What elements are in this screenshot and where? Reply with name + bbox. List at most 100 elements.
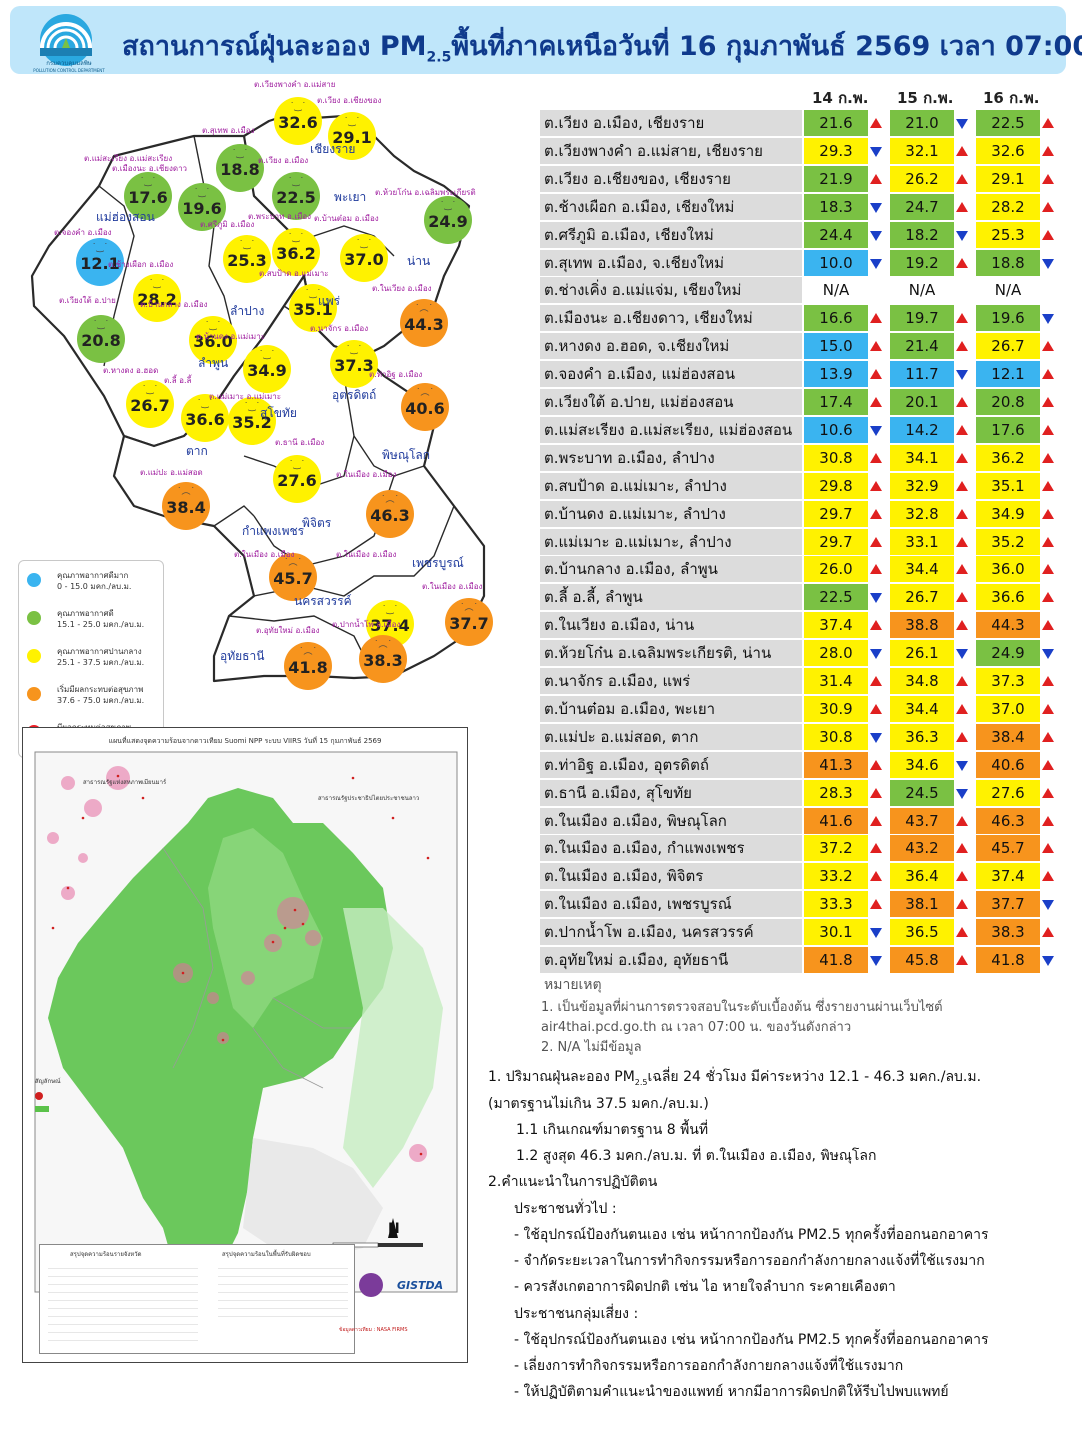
trend-up-icon	[956, 592, 968, 603]
summary-province-rows	[48, 1261, 198, 1347]
pm25-value-cell: 26.7	[976, 333, 1040, 360]
trend-up-icon	[870, 787, 882, 798]
station-name: ต.เวียง อ.เมือง, เชียงราย	[540, 110, 802, 136]
air-quality-legend: คุณภาพอากาศดีมาก 0 - 15.0 มคก./ลบ.ม. คุณภา…	[18, 560, 164, 758]
pm25-value-cell: 26.7	[890, 584, 954, 611]
pm25-value-cell: 34.4	[890, 695, 954, 722]
station-marker: ˙‿˙ 19.6	[178, 183, 226, 231]
station-value: 41.8	[288, 658, 328, 677]
pm25-value-cell: 26.0	[804, 556, 868, 583]
pm25-value-cell: 25.3	[976, 221, 1040, 248]
trend-up-icon	[1042, 787, 1054, 798]
table-row: ต.หางดง อ.ฮอด, จ.เชียงใหม่ 15.0 21.4 26.7	[540, 333, 1060, 360]
trend-up-icon	[956, 927, 968, 938]
hotspot-dot-icon	[35, 1092, 43, 1100]
trend-down-icon	[956, 370, 968, 381]
station-marker: ˙‿˙ 37.0	[340, 234, 388, 282]
satellite-map-title: แผนที่แสดงจุดความร้อนจากดาวเทียม Suomi N…	[108, 737, 382, 745]
trend-up-icon	[956, 815, 968, 826]
sad-face-icon: ˙︵˙	[176, 487, 195, 497]
trend-up-icon	[956, 257, 968, 268]
station-label: ต.เมืองนะ อ.เชียงดาว	[112, 164, 188, 173]
station-label: ต.ในเมือง อ.เมือง	[336, 550, 397, 559]
pm25-value-cell: 18.3	[804, 193, 868, 220]
table-row: ต.บ้านกลาง อ.เมือง, ลำพูน 26.0 34.4 36.0	[540, 556, 1060, 583]
forest-swatch-icon	[35, 1106, 49, 1112]
station-name: ต.เมืองนะ อ.เชียงดาว, เชียงใหม่	[540, 305, 802, 332]
station-name: ต.ศรีภูมิ อ.เมือง, เชียงใหม่	[540, 221, 802, 248]
pm25-value-cell: 43.2	[890, 835, 954, 862]
station-label: ต.สุเทพ อ.เมือง	[202, 126, 255, 135]
legend-title: คุณภาพอากาศปานกลาง	[57, 647, 142, 656]
station-marker: ˙‿˙ 36.2	[272, 228, 320, 276]
notes-section: หมายเหตุ 1. เป็นข้อมูลที่ผ่านการตรวจสอบใ…	[540, 974, 1070, 1058]
table-row: ต.ในเวียง อ.เมือง, น่าน 37.4 38.8 44.3	[540, 612, 1060, 639]
station-value: 25.3	[227, 251, 267, 270]
trend-up-icon	[956, 843, 968, 854]
pm25-value-cell: 34.1	[890, 444, 954, 471]
pm25-value-cell: 37.4	[804, 612, 868, 639]
province-name: กำแพงเพชร	[242, 524, 305, 538]
summary-province-title: สรุปจุดความร้อนรายจังหวัด	[70, 1251, 142, 1258]
table-row: ต.อุทัยใหม่ อ.เมือง, อุทัยธานี 41.8 45.8 41…	[540, 947, 1060, 973]
trend-up-icon	[870, 173, 882, 184]
pm25-value-cell: 29.7	[804, 500, 868, 527]
pm25-value-cell: 22.5	[804, 584, 868, 611]
date-header-1: 14 ก.พ.	[812, 89, 869, 107]
legend-range: 0 - 15.0 มคก./ลบ.ม.	[57, 582, 132, 591]
station-label: ต.ช้างเผือก อ.เมือง	[108, 260, 174, 269]
pm25-value-cell: N/A	[804, 277, 868, 304]
trend-up-icon	[1042, 843, 1054, 854]
pm25-value-cell: 44.3	[976, 612, 1040, 639]
pm25-value-cell: 37.0	[976, 695, 1040, 722]
pm25-value-cell: 15.0	[804, 333, 868, 360]
trend-up-icon	[956, 955, 968, 965]
station-marker: ˙‿˙ 36.0	[189, 316, 237, 364]
trend-up-icon	[956, 173, 968, 184]
station-name: ต.หางดง อ.ฮอด, จ.เชียงใหม่	[540, 333, 802, 360]
table-row: ต.ช้างเผือก อ.เมือง, เชียงใหม่ 18.3 24.7 28…	[540, 193, 1060, 220]
station-name: ต.เวียง อ.เชียงของ, เชียงราย	[540, 165, 802, 192]
sad-face-icon: ˙︵˙	[373, 640, 392, 650]
station-value: 27.6	[277, 471, 317, 490]
trend-up-icon	[956, 703, 968, 714]
summary-line-1: 1. ปริมาณฝุ่นละออง PM2.5เฉลี่ย 24 ชั่วโม…	[488, 1069, 982, 1087]
station-value: 35.2	[232, 413, 272, 432]
trend-up-icon	[956, 452, 968, 463]
satellite-data-source: ข้อมูลดาวเทียม : NASA FIRMS	[339, 1327, 408, 1333]
pm25-value-cell: 21.4	[890, 333, 954, 360]
pm25-value-cell: 32.8	[890, 500, 954, 527]
trend-up-icon	[956, 564, 968, 575]
station-marker: ˙‿˙ 27.6	[273, 455, 321, 503]
trend-up-icon	[870, 564, 882, 575]
pm25-value-cell: 38.3	[976, 919, 1040, 946]
trend-up-icon	[956, 145, 968, 156]
pm25-value-cell: 34.6	[890, 751, 954, 778]
station-label: ต.บ้านดง อ.แม่เมาะ	[196, 332, 265, 341]
pm25-value-cell: 34.8	[890, 668, 954, 694]
pm25-value-cell: 35.1	[976, 472, 1040, 499]
pm25-value-cell: 26.2	[890, 165, 954, 192]
station-value: 36.6	[185, 410, 225, 429]
trend-up-icon	[870, 871, 882, 882]
pm25-value-cell: 24.5	[890, 779, 954, 806]
table-row: ต.เวียงใต้ อ.ปาย, แม่ฮ่องสอน 17.4 20.1 20.8	[540, 389, 1060, 415]
station-label: ต.ในเมือง อ.เมือง	[422, 582, 483, 591]
province-name: พิจิตร	[302, 516, 332, 530]
trend-up-icon	[956, 201, 968, 212]
pm25-value-cell: 20.8	[976, 389, 1040, 415]
pm25-value-cell: 17.4	[804, 389, 868, 415]
note-line-2: air4thai.pcd.go.th ณ เวลา 07:00 น. ของวั…	[541, 1020, 852, 1035]
station-marker: ˙‿˙ 28.2	[133, 274, 181, 322]
trend-up-icon	[1042, 759, 1054, 770]
table-row: ต.ศรีภูมิ อ.เมือง, เชียงใหม่ 24.4 18.2 25.3	[540, 221, 1060, 248]
station-label: ต.เวียงใต้ อ.ปาย	[59, 296, 116, 305]
trend-up-icon	[956, 508, 968, 519]
trend-up-icon	[1042, 424, 1054, 435]
pm25-value-cell: 19.7	[890, 305, 954, 332]
table-row: ต.ธานี อ.เมือง, สุโขทัย 28.3 24.5 27.6	[540, 779, 1060, 806]
station-value: 17.6	[128, 188, 168, 207]
table-row: ต.แม่เมาะ อ.แม่เมาะ, ลำปาง 29.7 33.1 35.2	[540, 528, 1060, 555]
pm25-value-cell: 45.7	[976, 835, 1040, 862]
province-name: ลำปาง	[230, 304, 265, 318]
